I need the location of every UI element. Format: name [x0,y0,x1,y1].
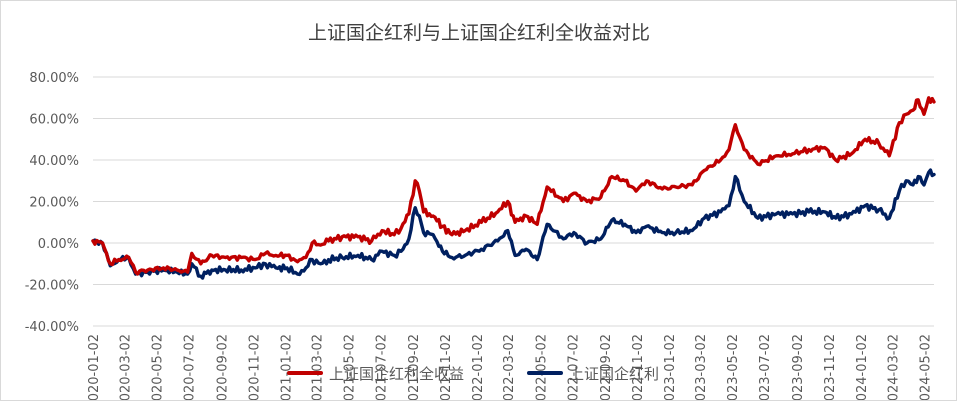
x-tick-label: 2022-05-02 [534,334,549,400]
x-tick-label: 2023-05-02 [726,334,741,400]
x-tick-label: 2021-03-02 [310,334,325,400]
y-tick-label: -40.00% [25,320,79,335]
x-tick-label: 2020-09-02 [215,334,230,400]
x-tick-label: 2023-11-02 [823,334,838,400]
y-tick-label: 80.00% [29,71,79,86]
x-tick-label: 2020-11-02 [247,334,262,400]
x-tick-label: 2023-07-02 [758,334,773,400]
x-tick-label: 2023-01-02 [663,334,678,400]
x-tick-label: 2022-11-02 [631,334,646,400]
x-tick-label: 2021-07-02 [375,334,390,400]
x-tick-label: 2024-03-02 [886,334,901,400]
x-tick-label: 2022-03-02 [502,334,517,400]
x-tick-label: 2020-07-02 [183,334,198,400]
legend-label: 上证国企红利 [569,365,659,383]
x-tick-label: 2023-03-02 [694,334,709,400]
x-tick-label: 2020-01-02 [87,334,102,400]
chart-title: 上证国企红利与上证国企红利全收益对比 [308,22,650,44]
x-tick-label: 2021-11-02 [439,334,454,400]
y-tick-label: 40.00% [29,154,79,169]
x-tick-label: 2023-09-02 [791,334,806,400]
series-line-2 [91,168,936,280]
x-tick-label: 2021-01-02 [279,334,294,400]
y-tick-label: -20.00% [25,279,79,294]
x-tick-label: 2022-09-02 [599,334,614,400]
legend-label: 上证国企红利全收益 [329,365,464,383]
x-tick-label: 2021-05-02 [342,334,357,400]
x-tick-label: 2021-09-02 [407,334,422,400]
x-tick-label: 2020-05-02 [151,334,166,400]
y-tick-label: 0.00% [38,237,79,252]
x-tick-label: 2022-01-02 [471,334,486,400]
x-tick-label: 2024-01-02 [855,334,870,400]
series-line-1 [91,96,936,276]
y-tick-label: 60.00% [29,113,79,128]
x-tick-label: 2024-05-02 [919,334,934,400]
x-tick-label: 2020-03-02 [119,334,134,400]
x-tick-label: 2022-07-02 [566,334,581,400]
y-tick-label: 20.00% [29,196,79,211]
